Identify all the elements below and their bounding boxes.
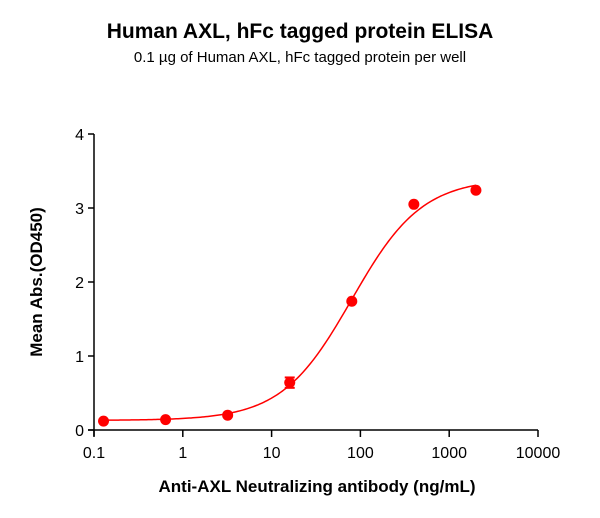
data-point	[284, 377, 296, 389]
y-tick-label: 1	[75, 349, 84, 366]
x-tick-label: 1000	[431, 445, 467, 462]
data-point	[346, 295, 358, 307]
chart-subtitle: 0.1 µg of Human AXL, hFc tagged protein …	[133, 49, 467, 66]
axes: 0 1 2 3 4 0.1 1 10 100 1000 10000	[75, 127, 560, 462]
y-tick-label: 2	[75, 275, 84, 292]
data-point	[160, 414, 172, 426]
y-tick-label: 3	[75, 201, 84, 218]
x-tick-label: 100	[347, 445, 374, 462]
data-points	[98, 184, 482, 427]
x-tick-label: 0.1	[83, 445, 105, 462]
data-point	[222, 409, 234, 421]
y-tick-label: 4	[75, 127, 84, 144]
x-axis-label: Anti-AXL Neutralizing antibody (ng/mL)	[158, 477, 476, 496]
x-tick-label: 10000	[516, 445, 561, 462]
data-point	[408, 198, 420, 210]
data-point	[98, 415, 110, 427]
x-tick-label: 10	[263, 445, 281, 462]
x-tick-label: 1	[178, 445, 187, 462]
data-point	[470, 184, 482, 196]
chart-title: Human AXL, hFc tagged protein ELISA	[106, 20, 494, 43]
y-tick-label: 0	[75, 423, 84, 440]
